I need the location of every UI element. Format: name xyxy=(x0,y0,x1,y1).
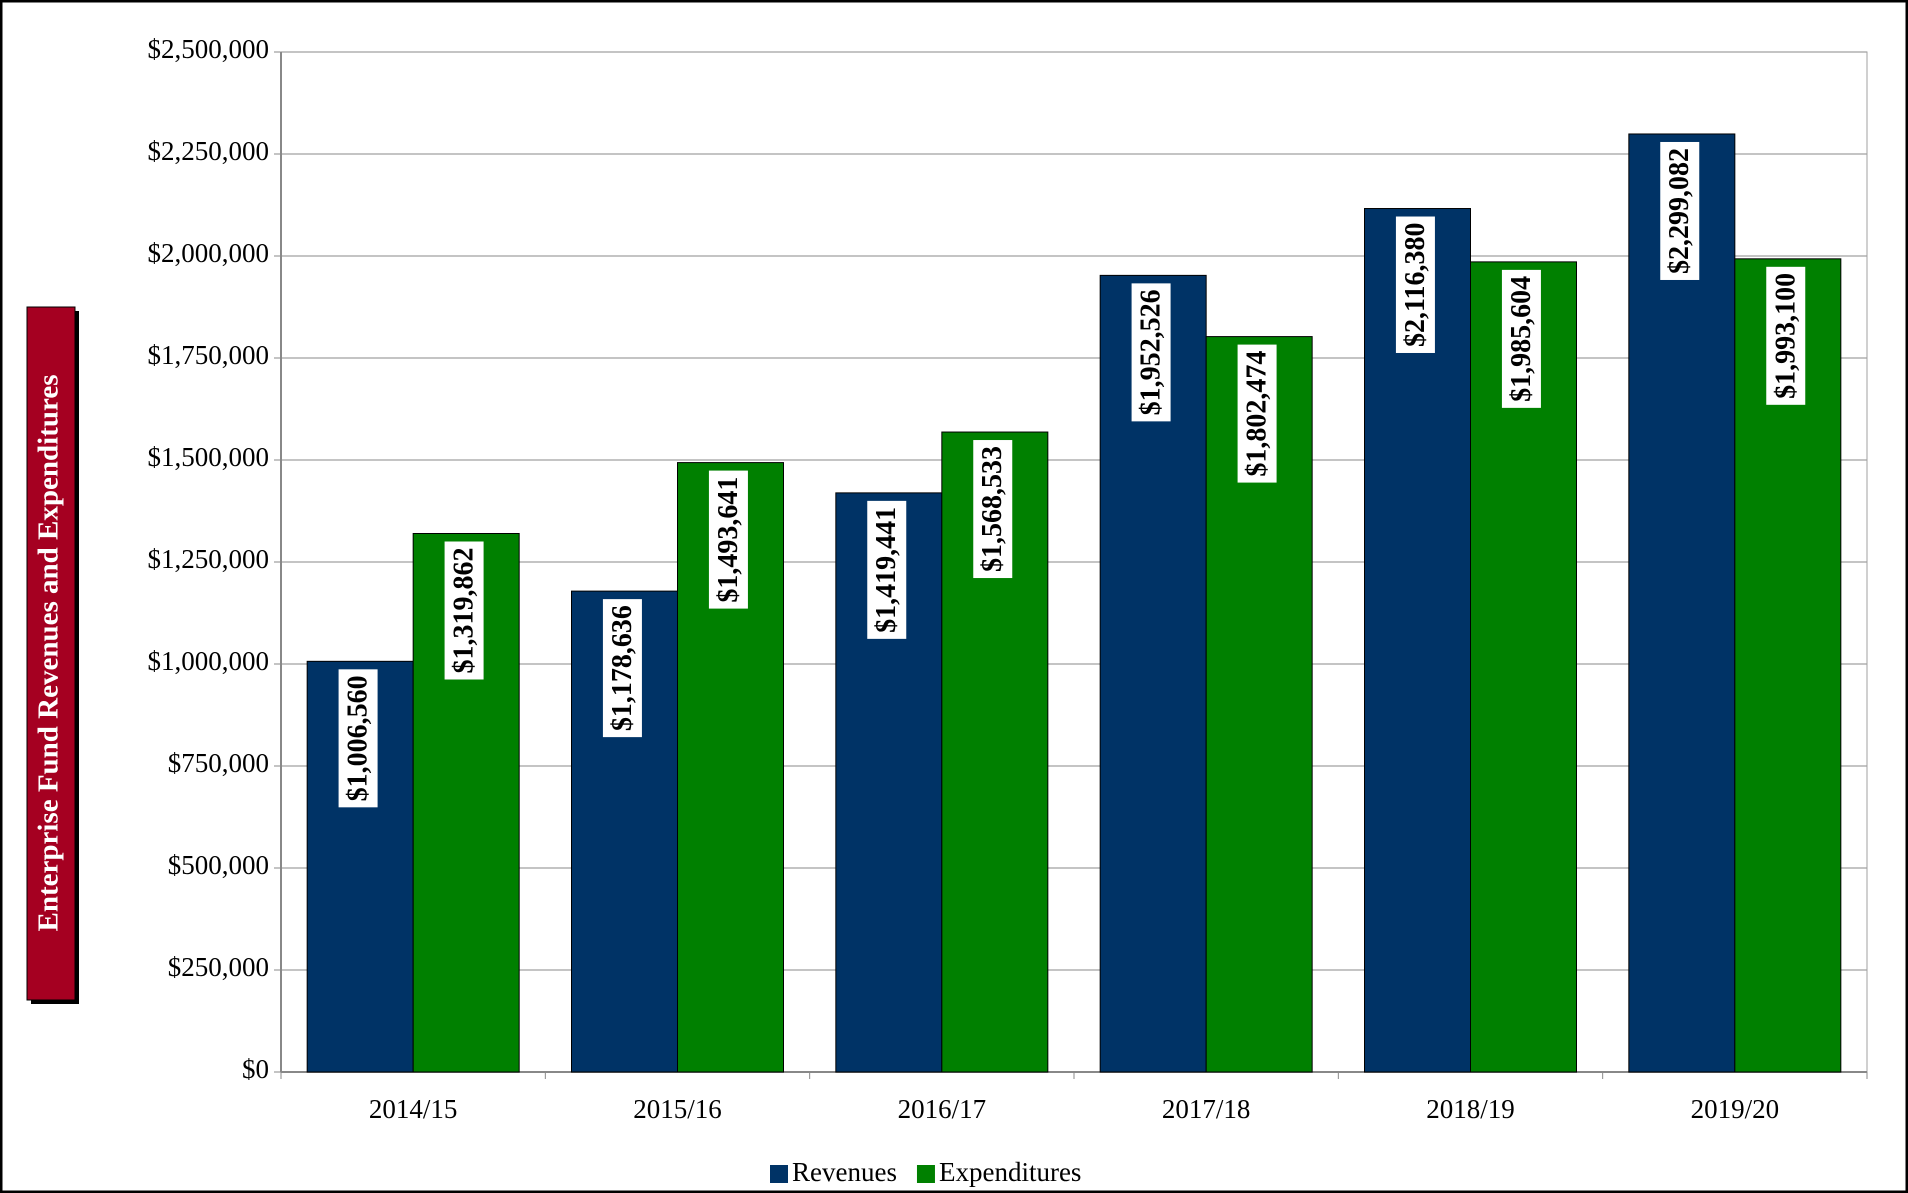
value-label-box xyxy=(1395,216,1435,353)
value-label: $1,006,560 xyxy=(338,669,378,808)
value-label-text: $1,178,636 xyxy=(607,605,638,731)
legend-swatch xyxy=(770,1165,788,1183)
value-label-box xyxy=(444,541,484,680)
y-tick-label: $2,000,000 xyxy=(148,238,270,268)
y-label-box xyxy=(26,306,76,1001)
y-tick-label: $1,000,000 xyxy=(148,646,270,676)
y-tick-label: $1,500,000 xyxy=(148,442,270,472)
value-label-text: $2,116,380 xyxy=(1400,223,1431,347)
y-tick-label: $1,750,000 xyxy=(148,340,270,370)
value-label-text: $1,802,474 xyxy=(1242,351,1273,477)
value-label-box xyxy=(1131,283,1171,422)
value-label-box xyxy=(1660,141,1700,280)
value-label-text: $1,985,604 xyxy=(1506,276,1537,402)
x-tick-label: 2017/18 xyxy=(1162,1094,1251,1124)
y-tick-label: $500,000 xyxy=(168,850,269,880)
value-label-box xyxy=(708,470,748,609)
value-label: $2,116,380 xyxy=(1395,216,1435,353)
x-tick-label: 2016/17 xyxy=(898,1094,987,1124)
y-axis-label: Enterprise Fund Revenues and Expenditure… xyxy=(33,375,65,932)
legend-label: Revenues xyxy=(792,1157,897,1187)
value-label: $1,952,526 xyxy=(1131,283,1171,422)
x-tick-label: 2018/19 xyxy=(1426,1094,1515,1124)
value-label-text: $1,493,641 xyxy=(713,477,744,603)
value-label-box xyxy=(973,440,1013,579)
value-label-box xyxy=(602,599,642,738)
y-tick-label: $750,000 xyxy=(168,748,269,778)
value-label-text: $1,006,560 xyxy=(343,675,374,801)
x-tick-label: 2019/20 xyxy=(1691,1094,1780,1124)
y-tick-label: $1,250,000 xyxy=(148,544,270,574)
value-label-box xyxy=(1237,344,1277,483)
legend-swatch xyxy=(916,1165,935,1183)
value-label: $1,493,641 xyxy=(708,470,748,609)
value-label: $1,985,604 xyxy=(1501,269,1541,408)
value-label-box xyxy=(1501,269,1541,408)
value-label-text: $1,319,862 xyxy=(449,547,480,673)
value-label: $1,568,533 xyxy=(973,440,1013,579)
value-label: $1,993,100 xyxy=(1766,266,1806,405)
value-label-text: $1,952,526 xyxy=(1136,289,1167,415)
value-label-text: $1,419,441 xyxy=(871,507,902,633)
x-tick-label: 2015/16 xyxy=(633,1094,722,1124)
legend-label: Expenditures xyxy=(939,1157,1081,1187)
value-label-text: $1,993,100 xyxy=(1770,273,1801,399)
x-tick-label: 2014/15 xyxy=(369,1094,458,1124)
value-label: $1,802,474 xyxy=(1237,344,1277,483)
value-label: $1,419,441 xyxy=(867,500,907,639)
value-label: $1,178,636 xyxy=(602,599,642,738)
value-label-box xyxy=(338,669,378,808)
y-tick-label: $2,500,000 xyxy=(148,34,270,64)
bar xyxy=(1628,133,1736,1073)
y-tick-label: $2,250,000 xyxy=(148,136,270,166)
value-label-text: $1,568,533 xyxy=(977,446,1008,572)
y-tick-label: $250,000 xyxy=(168,952,269,982)
y-tick-label: $0 xyxy=(242,1054,269,1084)
value-label: $1,319,862 xyxy=(444,541,484,680)
value-label: $2,299,082 xyxy=(1660,141,1700,280)
value-label-box xyxy=(1766,266,1806,405)
value-label-box xyxy=(867,500,907,639)
value-label-text: $2,299,082 xyxy=(1664,148,1695,274)
